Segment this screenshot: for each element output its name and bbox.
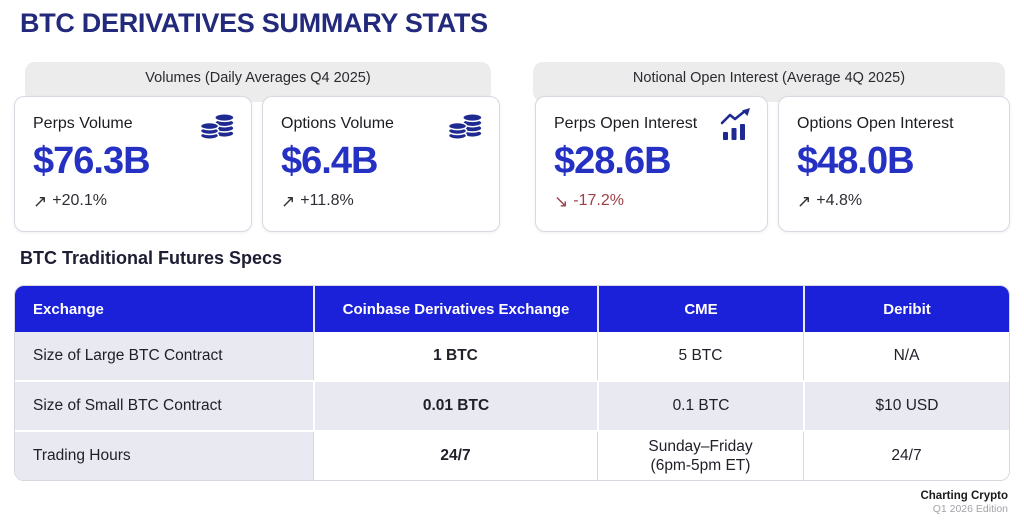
cell-coinbase-value: 0.01 BTC	[313, 382, 597, 430]
stat-value: $76.3B	[33, 140, 151, 182]
table-header-row: Exchange Coinbase Derivatives Exchange C…	[15, 286, 1009, 332]
stat-delta: ↗ +4.8%	[797, 192, 993, 210]
brand-edition: Q1 2026 Edition	[932, 503, 1008, 516]
up-right-arrow-icon: ↗	[33, 191, 48, 211]
row-label: Trading Hours	[15, 432, 313, 480]
perps-open-interest-card: Perps Open Interest $28.6B ↘ -17.2%	[535, 96, 768, 232]
cell-deribit-value: N/A	[803, 332, 1009, 380]
row-label: Size of Large BTC Contract	[15, 332, 313, 380]
up-right-arrow-icon: ↗	[797, 191, 812, 211]
open-interest-section-header: Notional Open Interest (Average 4Q 2025)	[533, 62, 1005, 102]
stat-label: Options Volume	[281, 115, 394, 132]
stat-label: Perps Open Interest	[554, 115, 698, 132]
stat-delta-value: +20.1%	[52, 192, 107, 209]
bar-chart-up-icon	[718, 108, 754, 145]
cell-coinbase-value: 24/7	[313, 432, 597, 480]
table-row: Size of Large BTC Contract 1 BTC 5 BTC N…	[15, 332, 1009, 380]
cell-deribit-value: 24/7	[803, 432, 1009, 480]
down-right-arrow-icon: ↘	[554, 191, 569, 211]
brand-footer: Charting Crypto Q1 2026 Edition	[920, 489, 1008, 517]
options-volume-card: Options Volume $6.4B ↗ +11.8%	[262, 96, 500, 232]
open-interest-section-header-label: Notional Open Interest (Average 4Q 2025)	[632, 70, 906, 86]
options-open-interest-card: Options Open Interest $48.0B ↗ +4.8%	[778, 96, 1010, 232]
cell-cme-value: Sunday–Friday (6pm-5pm ET)	[597, 432, 803, 480]
stat-delta-value: -17.2%	[573, 192, 624, 209]
column-header-cme: CME	[597, 286, 803, 332]
table-row: Trading Hours 24/7 Sunday–Friday (6pm-5p…	[15, 430, 1009, 480]
futures-specs-heading: BTC Traditional Futures Specs	[20, 248, 283, 268]
stat-delta-value: +11.8%	[300, 192, 354, 209]
stat-delta: ↘ -17.2%	[554, 192, 751, 210]
column-header-deribit: Deribit	[803, 286, 1009, 332]
futures-specs-table: Exchange Coinbase Derivatives Exchange C…	[14, 285, 1010, 481]
cell-deribit-value: $10 USD	[803, 382, 1009, 430]
row-label: Size of Small BTC Contract	[15, 382, 313, 430]
up-right-arrow-icon: ↗	[281, 191, 296, 211]
stat-label: Perps Volume	[33, 115, 133, 132]
coins-icon	[198, 108, 238, 147]
page-title: BTC DERIVATIVES SUMMARY STATS	[20, 8, 488, 38]
column-header-coinbase: Coinbase Derivatives Exchange	[313, 286, 597, 332]
stat-delta: ↗ +20.1%	[33, 192, 235, 210]
cell-coinbase-value: 1 BTC	[313, 332, 597, 380]
cell-cme-value: 0.1 BTC	[597, 382, 803, 430]
stat-value: $48.0B	[797, 140, 915, 182]
stat-value: $6.4B	[281, 140, 378, 182]
table-row: Size of Small BTC Contract 0.01 BTC 0.1 …	[15, 380, 1009, 430]
column-header-exchange: Exchange	[15, 286, 313, 332]
volumes-section-header-label: Volumes (Daily Averages Q4 2025)	[145, 70, 371, 86]
stat-delta-value: +4.8%	[816, 192, 863, 209]
perps-volume-card: Perps Volume $76.3B ↗ +20.1%	[14, 96, 252, 232]
stat-delta: ↗ +11.8%	[281, 192, 483, 210]
cell-cme-value: 5 BTC	[597, 332, 803, 380]
volumes-section-header: Volumes (Daily Averages Q4 2025)	[25, 62, 491, 102]
stat-label: Options Open Interest	[797, 115, 954, 132]
brand-name: Charting Crypto	[920, 490, 1008, 502]
coins-icon	[446, 108, 486, 147]
stat-value: $28.6B	[554, 140, 672, 182]
